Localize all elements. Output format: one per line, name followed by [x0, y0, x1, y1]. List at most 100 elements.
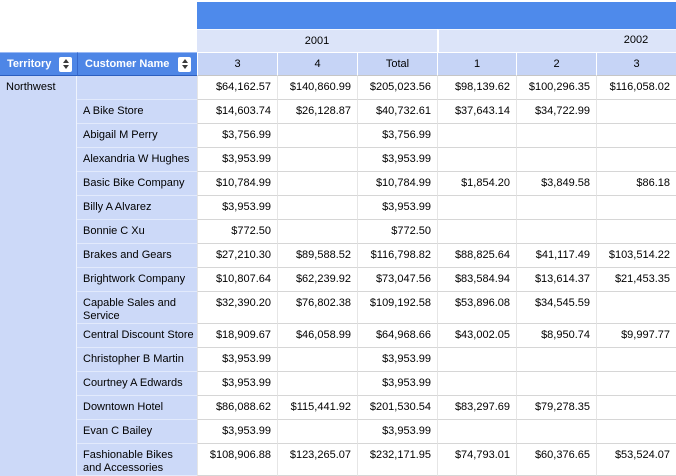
customer-name-cell: Evan C Bailey [77, 420, 197, 444]
table-row: Christopher B Martin $3,953.99 $3,953.99 [77, 348, 676, 372]
sort-asc-icon [62, 59, 69, 63]
value-cell: $109,192.58 [357, 292, 437, 324]
customer-name-cell: Brakes and Gears [77, 244, 197, 268]
value-cell [596, 372, 676, 396]
value-cell: $26,128.87 [277, 100, 357, 124]
value-cell [596, 124, 676, 148]
value-cell [437, 148, 516, 172]
sort-icon[interactable] [178, 56, 191, 72]
value-cell: $3,953.99 [197, 196, 277, 220]
value-cell: $41,117.49 [516, 244, 596, 268]
value-cell: $3,953.99 [197, 148, 277, 172]
matrix-body: Northwest $64,162.57 $140,860.99 $205,02… [0, 76, 676, 476]
value-cell: $1,854.20 [437, 172, 516, 196]
value-cell [277, 348, 357, 372]
column-group-2001: 2001 [197, 29, 437, 52]
sort-asc-icon [181, 59, 188, 63]
table-row: Abigail M Perry $3,756.99 $3,756.99 [77, 124, 676, 148]
value-cell: $3,953.99 [357, 348, 437, 372]
value-cell: $3,849.58 [516, 172, 596, 196]
value-cell: $60,376.65 [516, 444, 596, 476]
value-cell [277, 124, 357, 148]
value-cell: $53,896.08 [437, 292, 516, 324]
table-row: Billy A Alvarez $3,953.99 $3,953.99 [77, 196, 676, 220]
table-row: Central Discount Store $18,909.67 $46,05… [77, 324, 676, 348]
value-cell [277, 372, 357, 396]
value-cell: $34,545.59 [516, 292, 596, 324]
customer-name-cell: Capable Sales and Service [77, 292, 197, 324]
table-row: Bonnie C Xu $772.50 $772.50 [77, 220, 676, 244]
value-cell [277, 196, 357, 220]
customer-name-cell: Courtney A Edwards [77, 372, 197, 396]
table-row: A Bike Store $14,603.74 $26,128.87 $40,7… [77, 100, 676, 124]
value-cell: $115,441.92 [277, 396, 357, 420]
customer-name-cell: Basic Bike Company [77, 172, 197, 196]
value-cell: $232,171.95 [357, 444, 437, 476]
table-row: Courtney A Edwards $3,953.99 $3,953.99 [77, 372, 676, 396]
column-header-row: Territory Customer Name 3 4 Total 1 2 3 [0, 52, 676, 76]
value-cell: $100,296.35 [516, 76, 596, 100]
value-cell: $8,950.74 [516, 324, 596, 348]
territory-label: Northwest [6, 81, 56, 93]
table-row: Brakes and Gears $27,210.30 $89,588.52 $… [77, 244, 676, 268]
value-cell: $86,088.62 [197, 396, 277, 420]
value-cell [437, 420, 516, 444]
value-cell: $83,584.94 [437, 268, 516, 292]
customer-header-label: Customer Name [85, 57, 170, 70]
table-row: Capable Sales and Service $32,390.20 $76… [77, 292, 676, 324]
customer-name-cell: Alexandria W Hughes [77, 148, 197, 172]
value-cell: $116,058.02 [596, 76, 676, 100]
value-cell [437, 220, 516, 244]
value-cell: $3,756.99 [357, 124, 437, 148]
value-cell: $74,793.01 [437, 444, 516, 476]
value-cell: $27,210.30 [197, 244, 277, 268]
value-cell: $83,297.69 [437, 396, 516, 420]
territory-header[interactable]: Territory [0, 52, 77, 76]
column-header-2: 2 [516, 52, 596, 76]
value-cell: $772.50 [357, 220, 437, 244]
value-cell: $3,953.99 [357, 196, 437, 220]
column-header-1: 1 [437, 52, 516, 76]
column-header-total: Total [357, 52, 437, 76]
value-cell: $43,002.05 [437, 324, 516, 348]
customer-name-cell: Central Discount Store [77, 324, 197, 348]
value-cell: $3,953.99 [357, 420, 437, 444]
customer-name-cell: Christopher B Martin [77, 348, 197, 372]
column-header-3: 3 [197, 52, 277, 76]
table-row: Downtown Hotel $86,088.62 $115,441.92 $2… [77, 396, 676, 420]
table-row: Basic Bike Company $10,784.99 $10,784.99… [77, 172, 676, 196]
value-cell: $86.18 [596, 172, 676, 196]
column-header-3b: 3 [596, 52, 676, 76]
value-cell: $40,732.61 [357, 100, 437, 124]
value-cell [596, 396, 676, 420]
customer-name-cell [77, 76, 197, 100]
column-header-4: 4 [277, 52, 357, 76]
value-cell: $76,802.38 [277, 292, 357, 324]
value-cell [516, 420, 596, 444]
value-cell: $3,953.99 [197, 348, 277, 372]
sort-icon[interactable] [59, 56, 72, 72]
column-group-2002: 2002 [437, 29, 676, 52]
value-cell: $98,139.62 [437, 76, 516, 100]
value-cell: $64,162.57 [197, 76, 277, 100]
customer-name-header[interactable]: Customer Name [77, 52, 197, 76]
year-group-row: 2001 2002 [0, 29, 676, 52]
value-cell: $18,909.67 [197, 324, 277, 348]
customer-name-cell: Fashionable Bikes and Accessories [77, 444, 197, 476]
value-cell: $21,453.35 [596, 268, 676, 292]
value-cell [596, 292, 676, 324]
value-cell: $32,390.20 [197, 292, 277, 324]
value-cell [437, 124, 516, 148]
value-cell: $205,023.56 [357, 76, 437, 100]
customer-name-cell: Downtown Hotel [77, 396, 197, 420]
value-cell: $10,807.64 [197, 268, 277, 292]
territory-group-cell: Northwest [0, 76, 77, 476]
value-cell: $772.50 [197, 220, 277, 244]
value-cell: $140,860.99 [277, 76, 357, 100]
value-cell: $53,524.07 [596, 444, 676, 476]
value-cell: $62,239.92 [277, 268, 357, 292]
value-cell [277, 220, 357, 244]
value-cell: $3,953.99 [197, 372, 277, 396]
table-row: Alexandria W Hughes $3,953.99 $3,953.99 [77, 148, 676, 172]
value-cell [596, 148, 676, 172]
